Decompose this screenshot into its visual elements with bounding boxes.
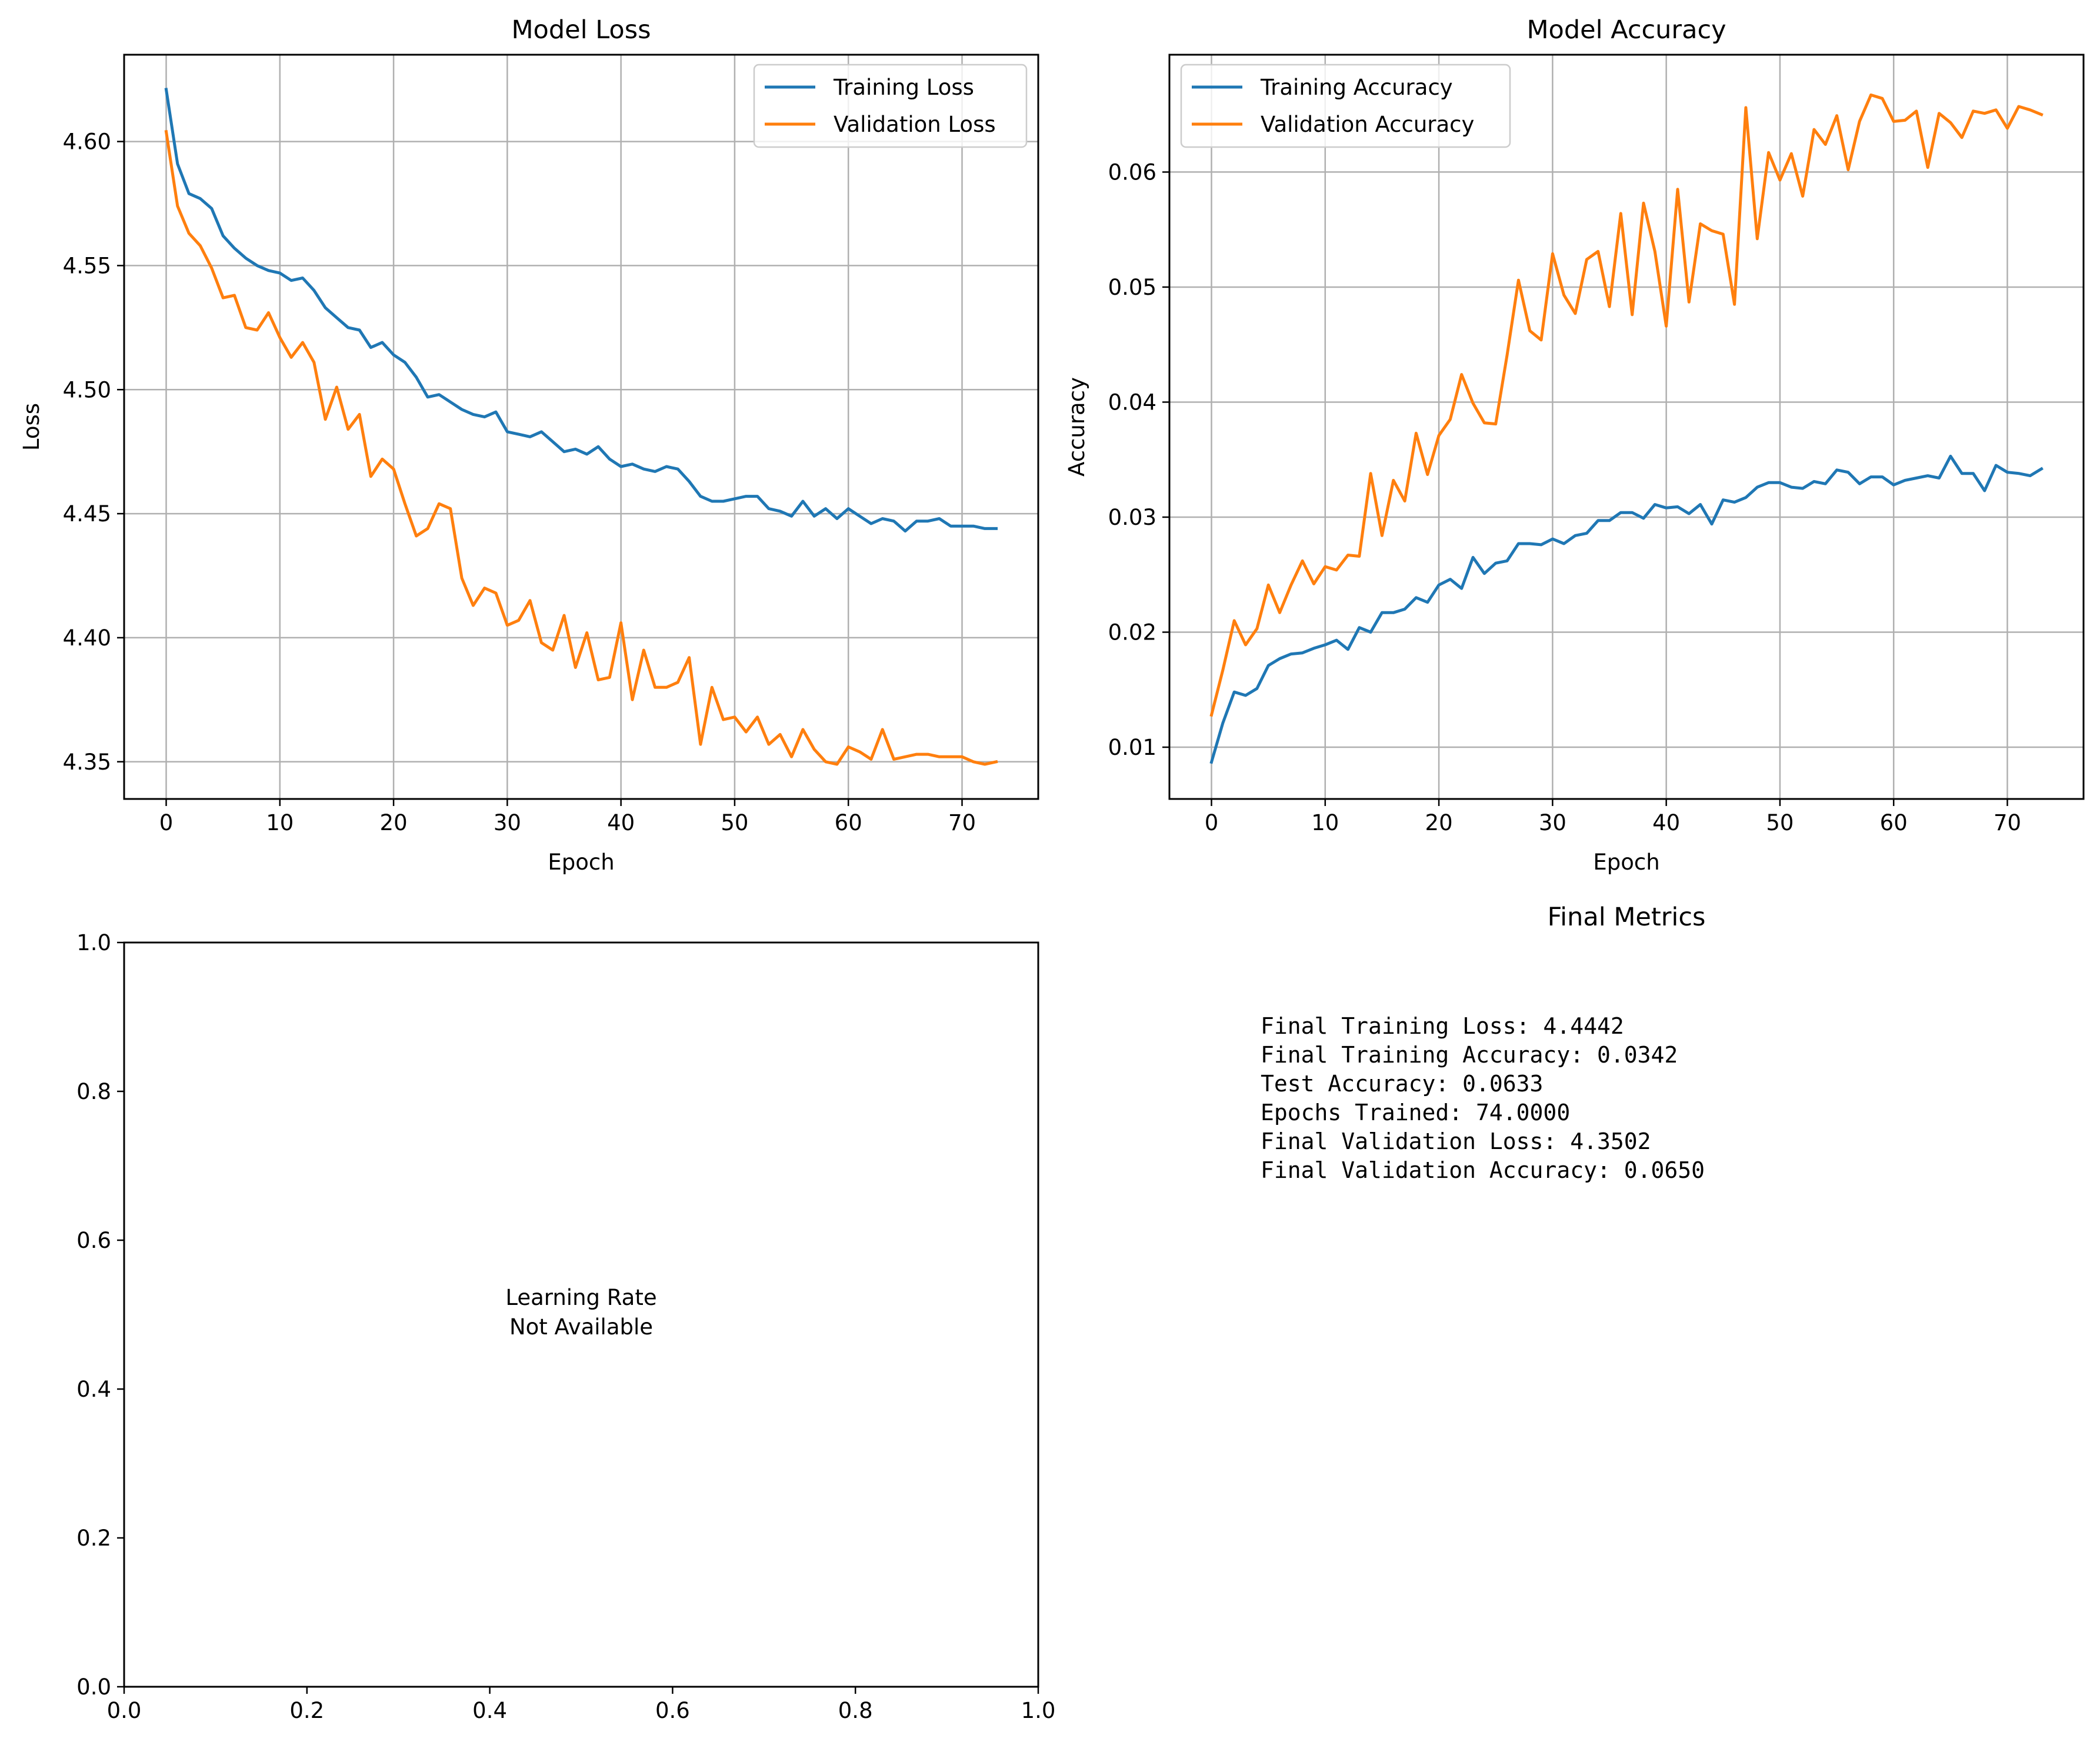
learning-rate-y-tick-label: 0.6: [76, 1228, 111, 1253]
learning-rate-x-tick-label: 0.2: [289, 1698, 324, 1723]
accuracy-y-tick-label: 0.06: [1108, 159, 1156, 185]
loss-y-tick-label: 4.35: [63, 750, 111, 775]
final-metrics-panel: Final Metrics Final Training Loss: 4.444…: [1261, 903, 1705, 1183]
final-metric-line: Final Validation Loss: 4.3502: [1261, 1128, 1651, 1154]
loss-x-tick-label: 30: [494, 810, 521, 835]
loss-legend-validation-label: Validation Loss: [834, 112, 996, 137]
accuracy-y-tick-label: 0.02: [1108, 620, 1156, 645]
loss-x-tick-label: 20: [380, 810, 408, 835]
loss-x-axis-label: Epoch: [548, 850, 614, 875]
accuracy-chart: Model Accuracy 0 10 20 30 40 50 60 70 0.010.020…: [1064, 15, 2085, 875]
accuracy-legend-training-label: Training Accuracy: [1260, 75, 1453, 100]
learning-rate-x-tick-label: 0.8: [838, 1698, 873, 1723]
loss-x-ticks: 0 10 20 30 40 50 60 70: [159, 799, 976, 835]
final-metrics-title: Final Metrics: [1548, 903, 1706, 932]
loss-y-tick-label: 4.45: [63, 501, 111, 527]
final-metric-line: Test Accuracy: 0.0633: [1261, 1071, 1543, 1097]
accuracy-y-axis-label: Accuracy: [1064, 377, 1089, 477]
accuracy-x-ticks: 0 10 20 30 40 50 60 70: [1205, 799, 2021, 835]
accuracy-x-axis-label: Epoch: [1593, 850, 1659, 875]
final-metric-line: Epochs Trained: 74.0000: [1261, 1100, 1570, 1125]
accuracy-x-tick-label: 30: [1539, 810, 1566, 835]
accuracy-y-tick-label: 0.01: [1108, 735, 1156, 760]
accuracy-chart-title: Model Accuracy: [1526, 15, 1726, 45]
loss-grid: [124, 55, 1038, 799]
accuracy-x-tick-label: 20: [1425, 810, 1453, 835]
loss-x-tick-label: 40: [607, 810, 635, 835]
learning-rate-y-ticks: 0.0 0.2 0.4 0.6 0.8 1.0: [76, 930, 124, 1700]
learning-rate-y-tick-label: 1.0: [76, 930, 111, 955]
loss-chart-title: Model Loss: [511, 15, 651, 45]
accuracy-y-ticks: 0.01 0.02 0.03 0.04 0.05 0.06: [1108, 159, 1169, 760]
loss-x-tick-label: 60: [835, 810, 862, 835]
learning-rate-y-tick-label: 0.0: [76, 1674, 111, 1700]
loss-y-tick-label: 4.40: [63, 625, 111, 651]
loss-legend-box: [753, 64, 1028, 148]
accuracy-y-tick-label: 0.05: [1108, 275, 1156, 300]
loss-y-ticks: 4.35 4.40 4.45 4.50 4.55 4.60: [63, 129, 124, 775]
loss-y-axis-label: Loss: [19, 403, 44, 451]
loss-x-tick-label: 70: [948, 810, 976, 835]
loss-y-tick-label: 4.55: [63, 253, 111, 278]
loss-training-line: [164, 88, 998, 533]
learning-rate-y-tick-label: 0.4: [76, 1377, 111, 1402]
learning-rate-x-tick-label: 0.0: [107, 1698, 142, 1723]
accuracy-legend-validation-label: Validation Accuracy: [1261, 112, 1474, 137]
accuracy-validation-line: [1209, 93, 2044, 717]
final-metric-line: Final Training Loss: 4.4442: [1261, 1013, 1624, 1039]
accuracy-x-tick-label: 40: [1652, 810, 1680, 835]
learning-rate-y-tick-label: 0.8: [76, 1079, 111, 1104]
learning-rate-chart: 0.0 0.2 0.4 0.6 0.8 1.0 0.0 0.2 0.4 0.6 0.8 1.0 Le…: [76, 930, 1055, 1723]
accuracy-x-tick-label: 0: [1205, 810, 1219, 835]
learning-rate-x-tick-label: 1.0: [1021, 1698, 1056, 1723]
loss-plot-frame: [123, 54, 1039, 800]
accuracy-x-tick-label: 70: [1994, 810, 2021, 835]
loss-y-tick-label: 4.50: [63, 377, 111, 402]
loss-legend: Training Loss Validation Loss: [753, 64, 1028, 148]
accuracy-x-tick-label: 50: [1766, 810, 1794, 835]
final-metric-line: Final Validation Accuracy: 0.0650: [1261, 1157, 1705, 1183]
accuracy-y-tick-label: 0.04: [1108, 389, 1156, 415]
accuracy-series-lines: [1209, 93, 2044, 764]
loss-chart: Model Loss 0 10 20 30 40 50 60 70 4.354.404.454…: [19, 15, 1039, 875]
loss-x-tick-label: 0: [159, 810, 174, 835]
loss-legend-training-label: Training Loss: [833, 75, 974, 100]
accuracy-plot-frame: [1168, 54, 2085, 800]
learning-rate-x-tick-label: 0.4: [472, 1698, 507, 1723]
accuracy-grid: [1169, 55, 2084, 799]
loss-series-lines: [164, 88, 998, 766]
loss-x-tick-label: 10: [266, 810, 294, 835]
accuracy-legend-box: [1180, 64, 1511, 148]
learning-rate-x-ticks: 0.0 0.2 0.4 0.6 0.8 1.0: [107, 1687, 1056, 1723]
learning-rate-y-tick-label: 0.2: [76, 1526, 111, 1551]
learning-rate-message-line-1: Learning Rate: [505, 1285, 656, 1310]
accuracy-x-tick-label: 60: [1880, 810, 1908, 835]
loss-validation-line: [164, 129, 998, 766]
final-metric-line: Final Training Accuracy: 0.0342: [1261, 1042, 1678, 1068]
loss-x-tick-label: 50: [721, 810, 748, 835]
accuracy-training-line: [1209, 454, 2044, 764]
accuracy-x-tick-label: 10: [1311, 810, 1339, 835]
learning-rate-x-tick-label: 0.6: [655, 1698, 690, 1723]
accuracy-y-tick-label: 0.03: [1108, 505, 1156, 530]
accuracy-legend: Training Accuracy Validation Accuracy: [1180, 64, 1511, 148]
learning-rate-message-line-2: Not Available: [509, 1314, 653, 1340]
loss-y-tick-label: 4.60: [63, 129, 111, 155]
learning-rate-plot-frame: [123, 941, 1039, 1688]
